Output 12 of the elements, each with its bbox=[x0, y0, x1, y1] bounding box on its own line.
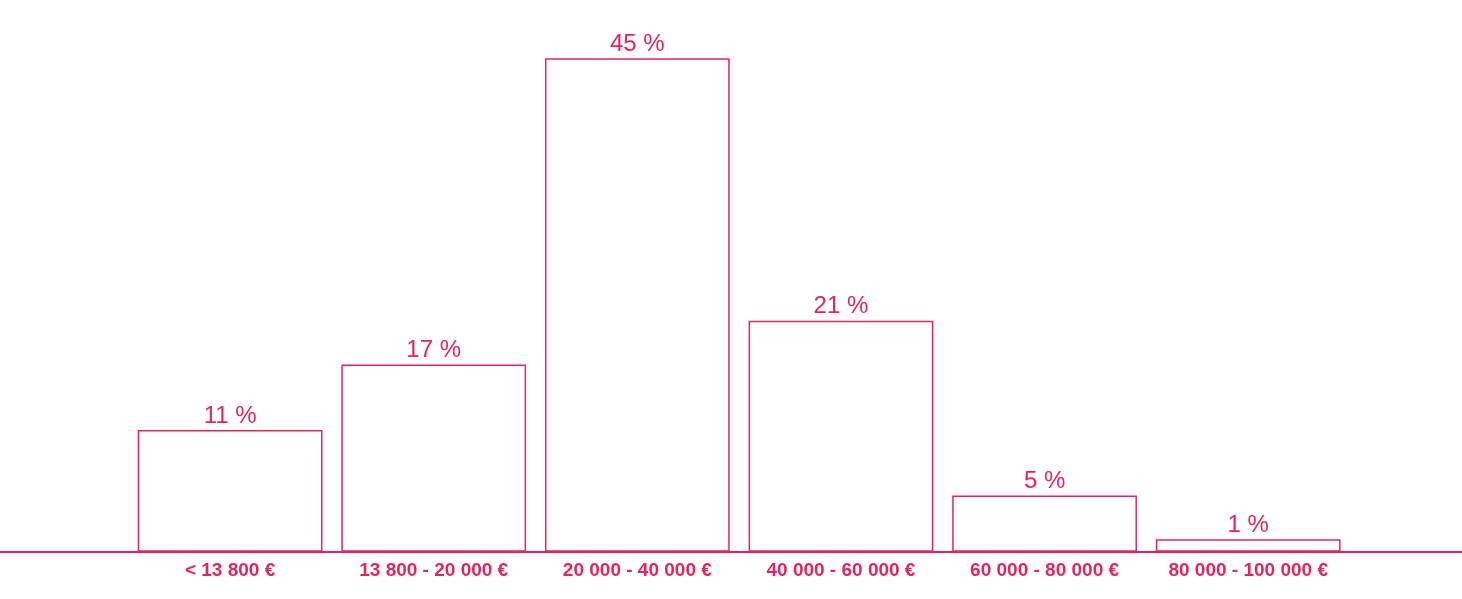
x-tick-label: 13 800 - 20 000 € bbox=[359, 558, 509, 580]
x-tick-label: 20 000 - 40 000 € bbox=[562, 558, 713, 580]
x-tick-label: 60 000 - 80 000 € bbox=[970, 558, 1120, 580]
data-label: 5 % bbox=[1023, 466, 1066, 494]
data-label: 45 % bbox=[609, 29, 665, 57]
data-label: 21 % bbox=[813, 291, 869, 319]
data-label: 1 % bbox=[1227, 510, 1269, 538]
x-tick-label: 80 000 - 100 000 € bbox=[1168, 558, 1329, 580]
x-tick-label: 40 000 - 60 000 € bbox=[766, 558, 916, 580]
x-tick-label: < 13 800 € bbox=[184, 558, 276, 580]
data-label: 17 % bbox=[406, 335, 462, 363]
data-label: 11 % bbox=[203, 400, 257, 428]
